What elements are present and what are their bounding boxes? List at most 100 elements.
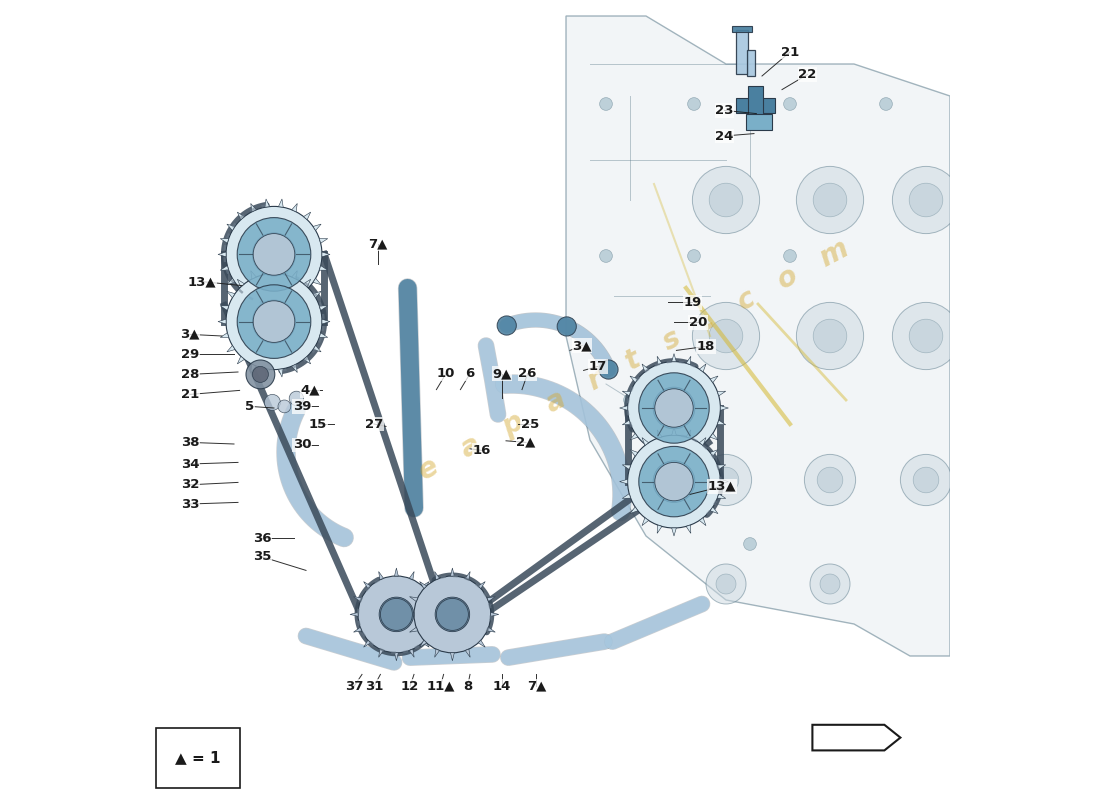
Text: 13▲: 13▲ [707,480,736,493]
Polygon shape [278,199,283,207]
Text: e   a   p   a   r   t   s   .   c   o   m: e a p a r t s . c o m [414,234,854,486]
Polygon shape [657,525,662,534]
Text: 16: 16 [473,444,492,457]
Polygon shape [319,238,328,243]
Circle shape [639,446,710,517]
Polygon shape [278,302,283,310]
Text: 31: 31 [365,680,383,693]
Circle shape [710,319,742,353]
Text: 5: 5 [245,400,254,413]
Circle shape [653,461,695,502]
Circle shape [278,400,290,413]
Polygon shape [434,649,440,658]
Polygon shape [227,346,235,352]
Circle shape [264,394,280,410]
Polygon shape [686,430,691,438]
Text: 39: 39 [293,400,311,413]
Polygon shape [434,613,443,616]
Text: 2▲: 2▲ [516,436,536,449]
Text: 8: 8 [463,680,472,693]
Circle shape [624,394,637,406]
Circle shape [713,467,739,493]
Circle shape [688,98,701,110]
Polygon shape [700,444,706,452]
Polygon shape [227,291,235,298]
Polygon shape [419,582,427,589]
Circle shape [628,362,720,454]
Polygon shape [422,582,429,589]
Polygon shape [378,571,384,580]
Polygon shape [623,465,630,470]
Polygon shape [478,582,485,589]
Polygon shape [292,297,297,306]
Polygon shape [451,653,454,661]
Polygon shape [218,252,227,257]
Polygon shape [431,597,439,602]
Text: 27: 27 [365,418,383,430]
Circle shape [437,598,469,630]
Polygon shape [409,649,415,658]
Circle shape [436,597,470,632]
Polygon shape [736,98,774,113]
Circle shape [820,574,840,594]
Polygon shape [623,420,630,425]
Circle shape [892,302,959,370]
Text: 6: 6 [465,367,474,380]
Text: 7▲: 7▲ [368,238,387,250]
Circle shape [692,302,760,370]
Circle shape [600,98,613,110]
Polygon shape [364,582,371,589]
Text: 15: 15 [309,418,327,430]
Polygon shape [409,571,415,580]
Circle shape [654,462,693,501]
Polygon shape [406,613,414,616]
Text: 17: 17 [588,360,607,373]
Polygon shape [487,627,495,632]
Text: 13▲: 13▲ [188,275,217,288]
Polygon shape [642,364,649,372]
Polygon shape [465,571,470,580]
Circle shape [557,317,576,336]
Polygon shape [642,518,649,526]
Polygon shape [434,571,440,580]
Polygon shape [720,479,728,484]
Polygon shape [672,528,676,536]
Polygon shape [238,212,244,220]
Polygon shape [451,568,454,576]
Polygon shape [711,507,718,514]
Circle shape [252,366,268,382]
Polygon shape [220,333,229,338]
Polygon shape [686,451,691,460]
Polygon shape [813,725,901,750]
Text: 30: 30 [293,438,311,451]
Polygon shape [657,451,662,460]
Circle shape [639,373,710,443]
Circle shape [289,391,304,406]
Text: 3▲: 3▲ [572,339,592,352]
Polygon shape [265,369,269,377]
Circle shape [252,233,296,276]
Polygon shape [395,653,398,661]
Circle shape [804,454,856,506]
Circle shape [701,454,751,506]
Polygon shape [292,203,297,212]
Polygon shape [422,640,429,647]
Polygon shape [700,438,706,446]
Polygon shape [465,649,470,658]
Polygon shape [314,224,321,230]
Polygon shape [686,356,691,365]
Polygon shape [251,203,256,212]
Circle shape [892,166,959,234]
Polygon shape [220,266,229,270]
Circle shape [654,389,693,427]
Polygon shape [409,627,418,632]
Text: 26: 26 [518,367,537,380]
Polygon shape [292,364,297,373]
Circle shape [226,274,322,370]
Polygon shape [227,224,235,230]
Circle shape [653,387,695,429]
Polygon shape [672,354,676,362]
Circle shape [497,316,516,335]
Circle shape [414,576,491,653]
Text: 21: 21 [781,46,799,58]
